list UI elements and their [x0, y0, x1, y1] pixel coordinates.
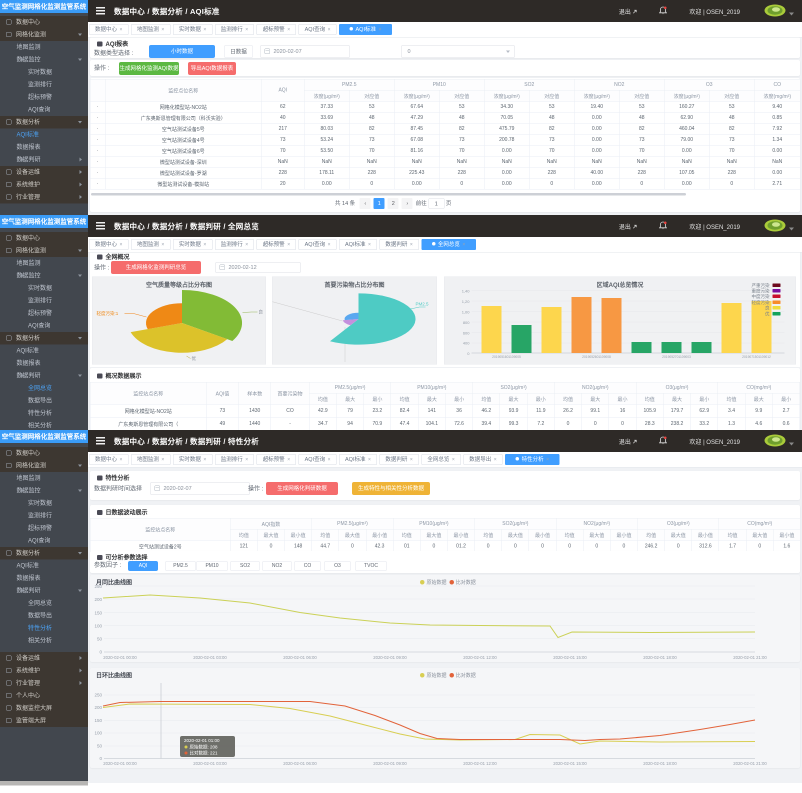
svg-text:0: 0: [99, 756, 102, 761]
svg-text:优: 优: [765, 311, 770, 318]
svg-text:2020-02-01 15:00: 2020-02-01 15:00: [553, 655, 587, 660]
svg-text:1,00: 1,00: [462, 310, 471, 315]
svg-text:2020-02-01 06:00: 2020-02-01 06:00: [283, 761, 317, 766]
svg-text:2020-02-01 15:00: 2020-02-01 15:00: [553, 761, 587, 766]
svg-text:2019052701109003: 2019052701109003: [662, 355, 691, 359]
svg-text:2020-02-01 00:00: 2020-02-01 00:00: [103, 761, 137, 766]
svg-text:600: 600: [463, 331, 470, 336]
svg-text:200: 200: [94, 597, 102, 602]
svg-text:2020-02-01 18:00: 2020-02-01 18:00: [643, 655, 677, 660]
svg-text:2020-02-01 09:00: 2020-02-01 09:00: [373, 761, 407, 766]
svg-text:2019071501109012: 2019071501109012: [742, 355, 771, 359]
svg-text:100: 100: [94, 731, 102, 736]
svg-text:0: 0: [99, 650, 102, 655]
svg-text:250: 250: [94, 584, 102, 589]
svg-text:0: 0: [467, 351, 470, 356]
svg-text:2020-02-01 00:00: 2020-02-01 00:00: [103, 655, 137, 660]
svg-text:2020-02-01 18:00: 2020-02-01 18:00: [643, 761, 677, 766]
svg-text:中度污染: 中度污染: [752, 293, 770, 300]
svg-text:轻度污染: 轻度污染: [752, 299, 770, 306]
svg-text:比对数据: 221: 比对数据: 221: [190, 750, 219, 757]
svg-text:2019051601109005: 2019051601109005: [492, 355, 521, 359]
svg-text:重度污染: 重度污染: [752, 288, 770, 295]
svg-text:2020-02-01 21:00: 2020-02-01 21:00: [733, 761, 767, 766]
svg-text:150: 150: [94, 718, 102, 723]
svg-text:严重污染: 严重污染: [752, 282, 770, 289]
svg-text:200: 200: [94, 705, 102, 710]
svg-text:轻度污染:1: 轻度污染:1: [97, 310, 119, 317]
svg-text:PM2.5: PM2.5: [416, 302, 430, 307]
svg-text:50: 50: [97, 744, 103, 749]
svg-text:150: 150: [94, 611, 102, 616]
svg-text:2020-02-01 09:00: 2020-02-01 09:00: [373, 655, 407, 660]
svg-text:2020-02-01 03:00: 2020-02-01 03:00: [193, 761, 227, 766]
svg-text:2020-02-01 21:00: 2020-02-01 21:00: [733, 655, 767, 660]
svg-text:800: 800: [463, 320, 470, 325]
svg-text:2020-02-01 03:00: 2020-02-01 03:00: [193, 655, 227, 660]
svg-text:良: 良: [765, 305, 770, 312]
svg-text:1,40: 1,40: [462, 289, 471, 294]
svg-text:优: 优: [192, 355, 197, 362]
svg-text:2020-02-01 01:00: 2020-02-01 01:00: [184, 738, 220, 743]
svg-text:2020-02-01 12:00: 2020-02-01 12:00: [463, 761, 497, 766]
svg-text:50: 50: [97, 637, 103, 642]
svg-text:250: 250: [94, 693, 102, 698]
svg-text:2020-02-01 12:00: 2020-02-01 12:00: [463, 655, 497, 660]
svg-text:2020-02-01 06:00: 2020-02-01 06:00: [283, 655, 317, 660]
svg-text:100: 100: [94, 624, 102, 629]
svg-text:1,20: 1,20: [462, 299, 471, 304]
svg-text:原始数据: 208: 原始数据: 208: [190, 744, 219, 751]
svg-text:2019052601109008: 2019052601109008: [582, 355, 611, 359]
svg-text:良: 良: [259, 309, 264, 316]
svg-text:400: 400: [463, 341, 470, 346]
